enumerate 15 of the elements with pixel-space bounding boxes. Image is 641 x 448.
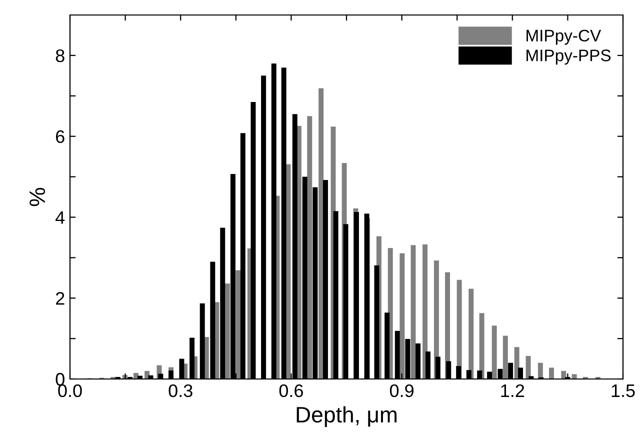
- x-tick-label: 0.0: [58, 384, 82, 398]
- y-axis-title: %: [30, 188, 46, 206]
- x-tick-label: 0.6: [279, 384, 303, 398]
- legend-label: MIPpy-PPS: [526, 50, 611, 65]
- x-tick-label: 0.3: [168, 384, 192, 398]
- y-tick-label: 2: [56, 292, 64, 305]
- x-tick-label: 1.5: [612, 384, 635, 398]
- x-tick-label: 1.2: [501, 384, 524, 397]
- legend-label: MIPpy-CV: [526, 30, 602, 45]
- y-tick-label: 4: [56, 211, 65, 224]
- y-tick-label: 0: [56, 372, 64, 386]
- y-tick-label: 6: [56, 130, 64, 144]
- x-axis-title: Depth, μm: [296, 406, 397, 427]
- x-tick-label: 0.9: [390, 384, 414, 398]
- y-tick-label: 8: [56, 49, 64, 62]
